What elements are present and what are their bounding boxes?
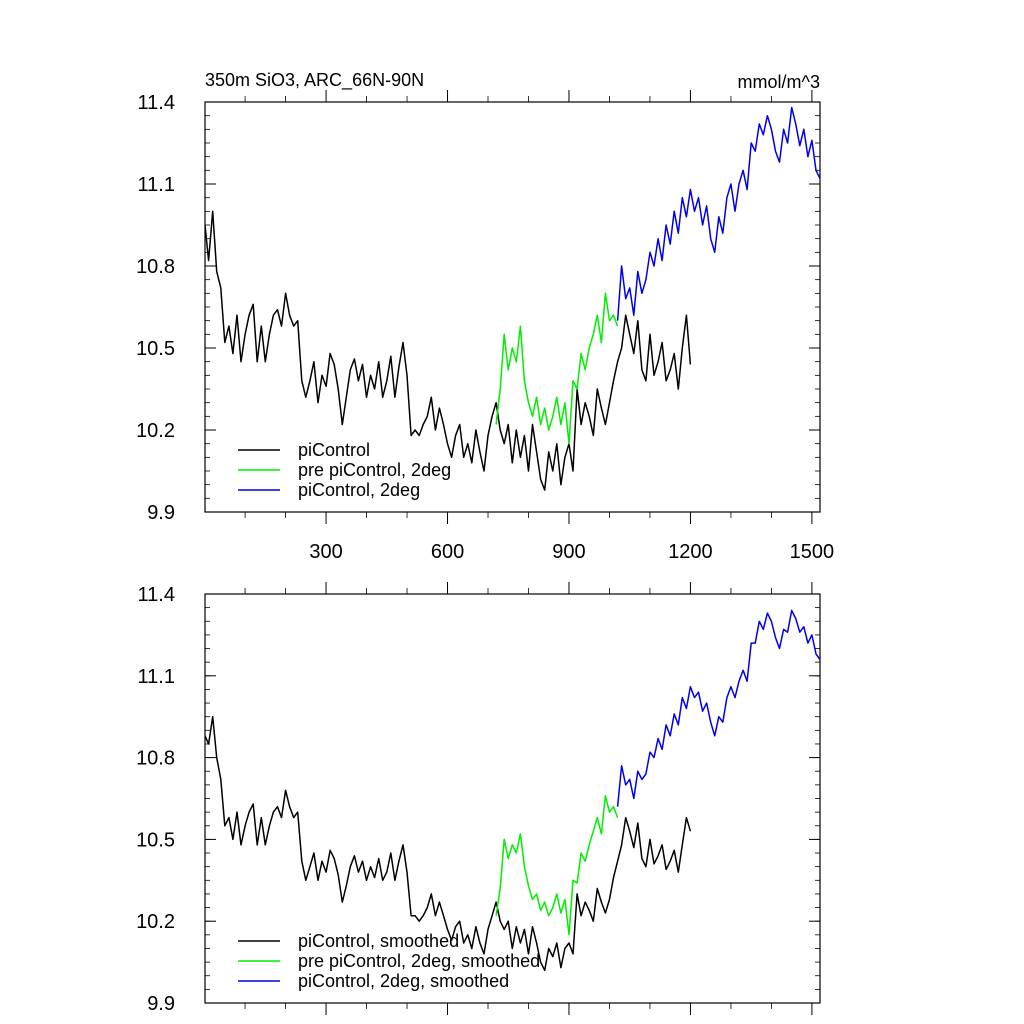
y-tick-label: 10.2 <box>136 420 175 442</box>
legend-label: piControl, 2deg, smoothed <box>298 971 509 991</box>
x-tick-label: 1500 <box>790 541 835 563</box>
y-tick-label: 9.9 <box>147 502 175 524</box>
chart-panel-1: 9.9 10.2 10.5 10.8 11.1 11.4 300 600 900 1200 1500… <box>136 70 834 563</box>
y-tick-label: 11.4 <box>138 584 175 606</box>
y-tick-label: 9.9 <box>147 993 175 1015</box>
y-tick-label: 10.5 <box>136 829 175 851</box>
y-tick-label: 11.1 <box>138 174 175 196</box>
x-tick-label: 900 <box>552 541 585 563</box>
units-label: mmol/m^3 <box>738 72 820 92</box>
x-tick-label: 1200 <box>668 541 713 563</box>
chart-title: 350m SiO3, ARC_66N-90N <box>205 70 424 91</box>
x-tick-label: 300 <box>309 541 342 563</box>
legend-label: pre piControl, 2deg, smoothed <box>298 951 540 971</box>
y-tick-label: 10.8 <box>136 748 175 770</box>
legend-label: piControl <box>298 440 370 460</box>
legend-label: pre piControl, 2deg <box>298 460 451 480</box>
chart-panel-2: 9.9 10.2 10.5 10.8 11.1 11.4 piControl, smooth… <box>136 582 821 1015</box>
x-tick-label: 600 <box>431 541 464 563</box>
series-line-3 <box>616 106 820 321</box>
series-line-3 <box>616 609 820 807</box>
y-tick-label: 10.5 <box>136 338 175 360</box>
legend-label: piControl, 2deg <box>298 480 420 500</box>
series-line-2 <box>495 292 619 445</box>
y-tick-label: 10.8 <box>136 256 175 278</box>
series-line-1 <box>205 210 692 491</box>
y-tick-label: 11.4 <box>138 92 175 114</box>
y-tick-label: 10.2 <box>136 911 175 933</box>
y-tick-label: 11.1 <box>138 666 175 688</box>
series-line-2 <box>495 795 619 936</box>
legend-label: piControl, smoothed <box>298 931 459 951</box>
series-line-1 <box>205 715 692 972</box>
